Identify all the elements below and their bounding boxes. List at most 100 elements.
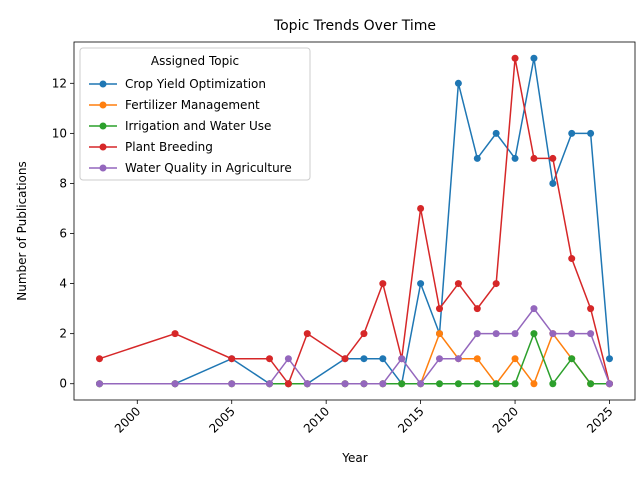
y-tick-label: 8 xyxy=(59,176,67,190)
data-point xyxy=(568,129,576,137)
data-point xyxy=(284,380,292,388)
data-point xyxy=(303,330,311,338)
data-point xyxy=(436,355,443,363)
data-point xyxy=(530,305,538,313)
data-point xyxy=(454,355,462,363)
data-point xyxy=(587,305,595,313)
data-point xyxy=(568,355,576,363)
data-point xyxy=(606,355,613,363)
data-point xyxy=(379,380,387,388)
data-point xyxy=(284,355,292,363)
data-point xyxy=(587,129,595,137)
x-axis-label: Year xyxy=(341,451,367,465)
data-point xyxy=(492,280,500,288)
data-point xyxy=(473,330,481,338)
data-point xyxy=(398,355,406,363)
data-point xyxy=(473,305,481,313)
data-point xyxy=(454,79,462,87)
legend-label: Irrigation and Water Use xyxy=(125,119,271,133)
data-point xyxy=(303,380,311,388)
data-point xyxy=(530,54,538,62)
data-point xyxy=(360,380,368,388)
legend-item: Fertilizer Management xyxy=(89,98,260,112)
legend-item: Water Quality in Agriculture xyxy=(89,161,292,175)
y-tick-label: 4 xyxy=(59,277,67,291)
data-point xyxy=(360,330,368,338)
legend-swatch-marker xyxy=(99,101,107,109)
data-point xyxy=(341,380,349,388)
y-tick-label: 2 xyxy=(59,327,67,341)
legend-item: Crop Yield Optimization xyxy=(89,77,266,91)
data-point xyxy=(530,154,538,162)
legend-swatch-marker xyxy=(99,143,107,151)
data-point xyxy=(549,154,557,162)
data-point xyxy=(96,380,103,388)
data-point xyxy=(587,330,595,338)
data-point xyxy=(511,330,519,338)
data-point xyxy=(417,380,425,388)
data-point xyxy=(341,355,349,363)
data-point xyxy=(360,355,368,363)
data-point xyxy=(436,380,443,388)
legend-swatch-marker xyxy=(99,122,107,130)
series-4 xyxy=(96,305,613,388)
data-point xyxy=(96,355,103,363)
x-tick-label: 2010 xyxy=(301,404,332,435)
legend-label: Fertilizer Management xyxy=(125,98,260,112)
data-point xyxy=(398,380,406,388)
y-axis-label: Number of Publications xyxy=(15,161,29,301)
data-point xyxy=(492,129,500,137)
data-point xyxy=(473,355,481,363)
legend-swatch-marker xyxy=(99,164,107,172)
data-point xyxy=(436,305,443,313)
data-point xyxy=(511,355,519,363)
legend-label: Plant Breeding xyxy=(125,140,213,154)
data-point xyxy=(436,330,443,338)
data-point xyxy=(454,280,462,288)
data-point xyxy=(606,380,613,388)
data-point xyxy=(530,380,538,388)
data-point xyxy=(417,280,425,288)
x-tick-label: 2000 xyxy=(112,404,143,435)
data-point xyxy=(454,380,462,388)
chart-title: Topic Trends Over Time xyxy=(273,18,436,34)
data-point xyxy=(492,330,500,338)
x-tick-label: 2015 xyxy=(395,404,426,435)
legend-swatch-marker xyxy=(99,80,107,88)
data-point xyxy=(171,380,179,388)
data-point xyxy=(511,380,519,388)
data-point xyxy=(492,380,500,388)
y-tick-label: 6 xyxy=(59,227,67,241)
legend-item: Irrigation and Water Use xyxy=(89,119,271,133)
data-point xyxy=(568,330,576,338)
data-point xyxy=(228,355,236,363)
data-point xyxy=(549,179,557,187)
plot-frame xyxy=(73,41,636,401)
data-point xyxy=(379,280,387,288)
legend-item: Plant Breeding xyxy=(89,140,213,154)
data-point xyxy=(587,380,595,388)
x-tick-label: 2005 xyxy=(206,404,237,435)
y-tick-label: 12 xyxy=(52,76,67,90)
y-tick-label: 10 xyxy=(52,126,67,140)
data-point xyxy=(379,355,387,363)
data-point xyxy=(549,330,557,338)
data-point xyxy=(228,380,236,388)
data-point xyxy=(511,154,519,162)
series-layer xyxy=(96,54,613,388)
legend-label: Crop Yield Optimization xyxy=(125,77,266,91)
data-point xyxy=(530,330,538,338)
data-point xyxy=(473,154,481,162)
x-tick-label: 2025 xyxy=(584,404,615,435)
legend: Assigned Topic Crop Yield Optimization Fer… xyxy=(79,47,311,181)
data-point xyxy=(549,380,557,388)
y-tick-label: 0 xyxy=(59,377,67,391)
data-point xyxy=(266,355,273,363)
data-point xyxy=(473,380,481,388)
data-point xyxy=(266,380,273,388)
data-point xyxy=(511,54,519,62)
legend-title: Assigned Topic xyxy=(151,54,239,68)
data-point xyxy=(417,204,425,212)
